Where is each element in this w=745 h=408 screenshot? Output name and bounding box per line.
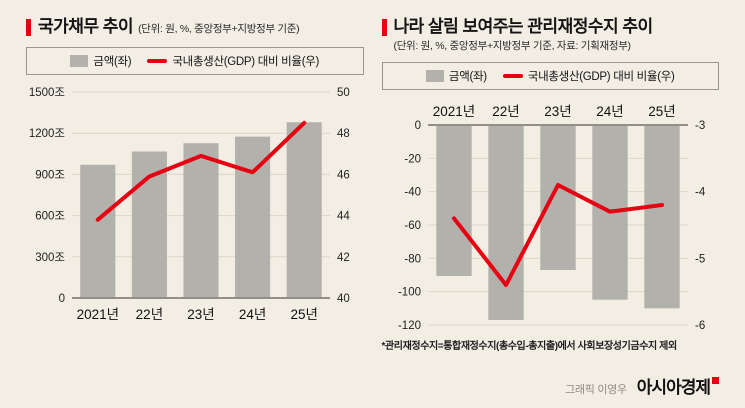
svg-text:23년: 23년 xyxy=(544,104,571,119)
svg-text:900조: 900조 xyxy=(35,169,65,181)
svg-text:1500조: 1500조 xyxy=(29,87,65,99)
svg-text:22년: 22년 xyxy=(492,104,519,119)
legend-item-gdp-ratio: 국내총생산(GDP) 대비 비율(우) xyxy=(502,68,675,84)
svg-text:300조: 300조 xyxy=(35,252,65,264)
graphic-credit: 그래픽 이영우 xyxy=(565,384,627,396)
legend-item-amount: 금액(좌) xyxy=(70,53,132,69)
svg-text:24년: 24년 xyxy=(596,104,623,119)
fiscal-balance-chart: 0 -20 -40 -60 -80 -100 -120 -3 -4 -5 -6 2021년 22년 23년… xyxy=(397,104,706,332)
national-debt-chart: 1500조 1200조 900조 600조 300조 0 50 48 46 44 42 40 2021년… xyxy=(29,87,351,322)
svg-text:-80: -80 xyxy=(404,253,421,265)
svg-text:-5: -5 xyxy=(695,253,705,265)
svg-text:44: 44 xyxy=(337,211,350,223)
svg-text:-120: -120 xyxy=(397,320,420,332)
title-accent-bar-icon xyxy=(26,19,31,36)
legend-label-amount: 금액(좌) xyxy=(448,71,487,84)
svg-text:40: 40 xyxy=(337,293,350,305)
svg-text:1200조: 1200조 xyxy=(29,128,65,140)
line-swatch-icon xyxy=(502,74,523,79)
brand-name: 아시아경제 xyxy=(636,378,711,397)
svg-text:0: 0 xyxy=(414,120,420,132)
line-swatch-icon xyxy=(147,59,168,63)
svg-text:2021년: 2021년 xyxy=(432,104,474,119)
svg-text:-20: -20 xyxy=(404,153,421,165)
charts-row: 국가채무 추이 (단위: 원, %, 중앙정부+지방정부 기준) 금액(좌) 국내… xyxy=(26,16,720,353)
legend-label-gdp-ratio: 국내총생산(GDP) 대비 비율(우) xyxy=(527,71,675,84)
svg-text:-3: -3 xyxy=(695,120,705,132)
svg-text:42: 42 xyxy=(337,252,350,264)
legend-label-amount: 금액(좌) xyxy=(93,56,132,68)
svg-text:-40: -40 xyxy=(404,187,421,199)
chart-title: 나라 살림 보여주는 관리재정수지 추이 xyxy=(393,17,654,36)
svg-text:25년: 25년 xyxy=(290,307,317,322)
svg-text:23년: 23년 xyxy=(187,307,214,322)
svg-text:-6: -6 xyxy=(695,320,705,332)
panel-header: 나라 살림 보여주는 관리재정수지 추이 (단위: 원, %, 중앙정부+지방정부… xyxy=(381,16,720,53)
panel-header: 국가채무 추이 (단위: 원, %, 중앙정부+지방정부 기준) xyxy=(26,16,364,38)
bar-swatch-icon xyxy=(70,55,89,67)
chart-footnote: *관리재정수지=통합재정수지(총수입-총지출)에서 사회보장성기금수지 제외 xyxy=(381,341,678,353)
legend-item-amount: 금액(좌) xyxy=(425,68,487,84)
chart-subtitle: (단위: 원, %, 중앙정부+지방정부 기준, 자료: 기획재정부) xyxy=(393,40,632,52)
legend-box: 금액(좌) 국내총생산(GDP) 대비 비율(우) xyxy=(381,62,719,91)
panel-fiscal-balance: 나라 살림 보여주는 관리재정수지 추이 (단위: 원, %, 중앙정부+지방정부… xyxy=(381,16,720,353)
title-line: 국가채무 추이 (단위: 원, %, 중앙정부+지방정부 기준) xyxy=(38,16,300,38)
svg-text:600조: 600조 xyxy=(35,211,65,223)
legend-box: 금액(좌) 국내총생산(GDP) 대비 비율(우) xyxy=(26,47,364,75)
svg-text:50: 50 xyxy=(337,87,350,99)
svg-text:22년: 22년 xyxy=(136,307,163,322)
brand-logo: 아시아경제 xyxy=(637,373,719,398)
legend-item-gdp-ratio: 국내총생산(GDP) 대비 비율(우) xyxy=(147,53,319,69)
credit-row: 그래픽 이영우 아시아경제 xyxy=(565,373,719,398)
svg-text:25년: 25년 xyxy=(648,104,675,119)
title-accent-bar-icon xyxy=(381,19,387,36)
svg-text:48: 48 xyxy=(337,128,350,140)
panel-national-debt: 국가채무 추이 (단위: 원, %, 중앙정부+지방정부 기준) 금액(좌) 국내… xyxy=(26,16,364,352)
chart-subtitle: (단위: 원, %, 중앙정부+지방정부 기준) xyxy=(138,23,300,35)
legend-label-gdp-ratio: 국내총생산(GDP) 대비 비율(우) xyxy=(172,56,320,68)
svg-text:-100: -100 xyxy=(397,287,420,299)
title-line: 나라 살림 보여주는 관리재정수지 추이 (단위: 원, %, 중앙정부+지방정부… xyxy=(393,16,654,53)
brand-mark-icon xyxy=(712,377,719,384)
svg-text:0: 0 xyxy=(59,293,65,305)
chart-title: 국가채무 추이 xyxy=(38,17,134,36)
svg-text:-60: -60 xyxy=(404,220,421,232)
bar-swatch-icon xyxy=(425,70,444,83)
svg-text:46: 46 xyxy=(337,169,350,181)
svg-text:2021년: 2021년 xyxy=(77,307,119,322)
svg-text:-4: -4 xyxy=(695,187,706,199)
svg-text:24년: 24년 xyxy=(239,307,266,322)
